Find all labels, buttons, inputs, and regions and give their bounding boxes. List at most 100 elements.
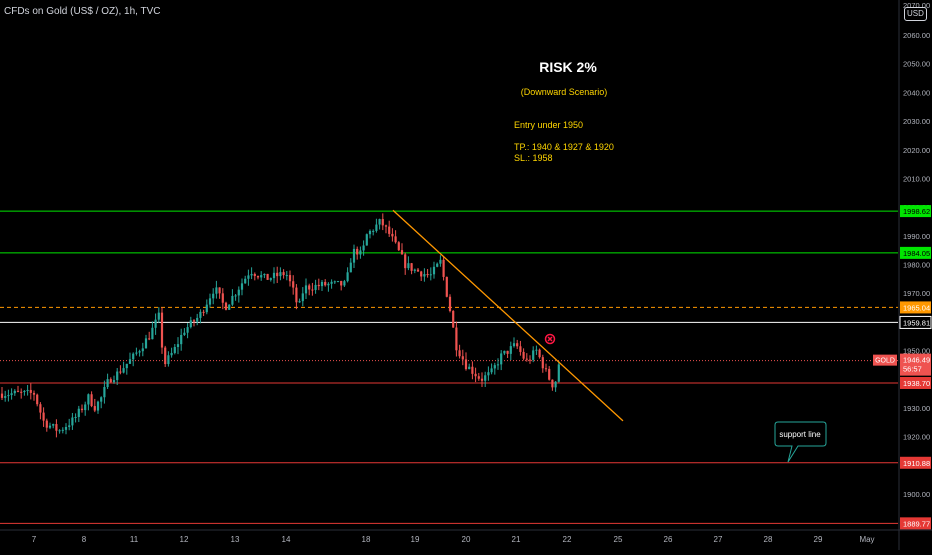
candle-body [480,378,484,381]
candle-body [292,281,295,288]
candle-body [4,396,7,398]
candle-body [23,390,26,393]
y-tick-label: 1980.00 [903,261,930,270]
candle-body [16,390,20,392]
candle-body [509,346,512,354]
candle-body [52,424,55,426]
candle-body [116,371,119,381]
x-tick-label: 20 [462,535,471,544]
candle-body [0,393,4,398]
candle-body [317,284,320,287]
candle-body [391,233,394,237]
candle-body [170,352,173,356]
trendline-layer[interactable] [392,209,624,422]
candle-body [525,358,528,360]
candle-body [144,338,148,349]
candles [0,213,560,438]
candle-body [132,353,135,360]
candle-body [359,250,362,255]
y-tick-label: 1990.00 [903,232,930,241]
candle-body [311,289,314,291]
candle-body [244,278,247,284]
support-line-label: support line [779,430,821,439]
countdown-label: 56:57 [903,365,922,374]
candle-body [349,262,352,273]
support-line-callout[interactable]: support line [774,421,827,463]
candle-body [90,394,93,407]
candle-body [557,364,560,382]
candle-body [394,236,397,243]
y-tick-label: 2010.00 [903,174,930,183]
candle-body [356,248,359,255]
candle-body [519,346,522,352]
candle-body [365,234,368,246]
candle-body [375,224,378,231]
candle-body [128,359,132,364]
x-tick-label: 26 [664,535,673,544]
y-tick-label: 1900.00 [903,490,930,499]
callout-bubble [774,421,827,463]
candle-body [477,376,480,379]
candle-body [183,332,186,335]
candle-body [320,281,324,287]
candle-body [372,230,375,232]
candle-body [426,274,429,276]
candle-body [384,225,388,227]
candle-body [362,245,365,251]
x-tick-label: 13 [231,535,240,544]
time-axis[interactable]: 7 8 11 12 13 14 18 19 20 21 22 25 26 27 28 29 May [0,529,932,544]
candle-body [266,273,269,280]
candle-body [138,351,141,353]
x-tick-label: 7 [32,535,37,544]
close-marker-icon[interactable] [544,333,556,345]
candle-body [304,285,308,294]
candle-body [55,424,58,431]
y-tick-label: 1930.00 [903,404,930,413]
candle-body [538,349,541,358]
candle-body [202,311,205,313]
candle-body [352,248,356,263]
candle-body [141,348,144,352]
y-tick-label: 1920.00 [903,433,930,442]
candle-body [516,343,519,347]
candle-body [503,350,506,354]
risk-title: RISK 2% [539,59,597,75]
candle-body [96,401,100,411]
candle-body [298,301,301,303]
candle-body [455,327,458,351]
candle-body [487,372,490,376]
candle-body [548,368,551,380]
candle-body [215,287,218,294]
candle-body [205,304,208,313]
candle-body [493,365,496,369]
candle-body [26,389,29,391]
current-price-tag [900,353,931,376]
candle-body [333,281,336,283]
candle-body [119,371,122,373]
candle-body [474,373,477,377]
candle-body [221,293,224,303]
candle-body [106,379,109,388]
candle-body [176,344,180,348]
scenario-label: (Downward Scenario) [521,87,608,97]
x-tick-label: 22 [563,535,572,544]
x-tick-label: 11 [130,535,139,544]
candle-body [13,390,16,394]
currency-badge[interactable]: USD [904,7,927,21]
candle-body [551,379,554,388]
candle-body [429,274,432,276]
candle-body [103,387,106,398]
price-axis[interactable]: 1900.001910.001920.001930.001940.001950.… [873,0,932,550]
candle-body [404,254,407,269]
candle-body [77,408,80,417]
candle-body [324,281,327,286]
candle-body [84,404,87,411]
candle-body [407,263,410,269]
candle-body [468,366,471,370]
price-level-label: 1984.05 [903,249,930,258]
candle-body [439,259,442,264]
candle-body [247,275,250,279]
candle-body [279,272,282,277]
